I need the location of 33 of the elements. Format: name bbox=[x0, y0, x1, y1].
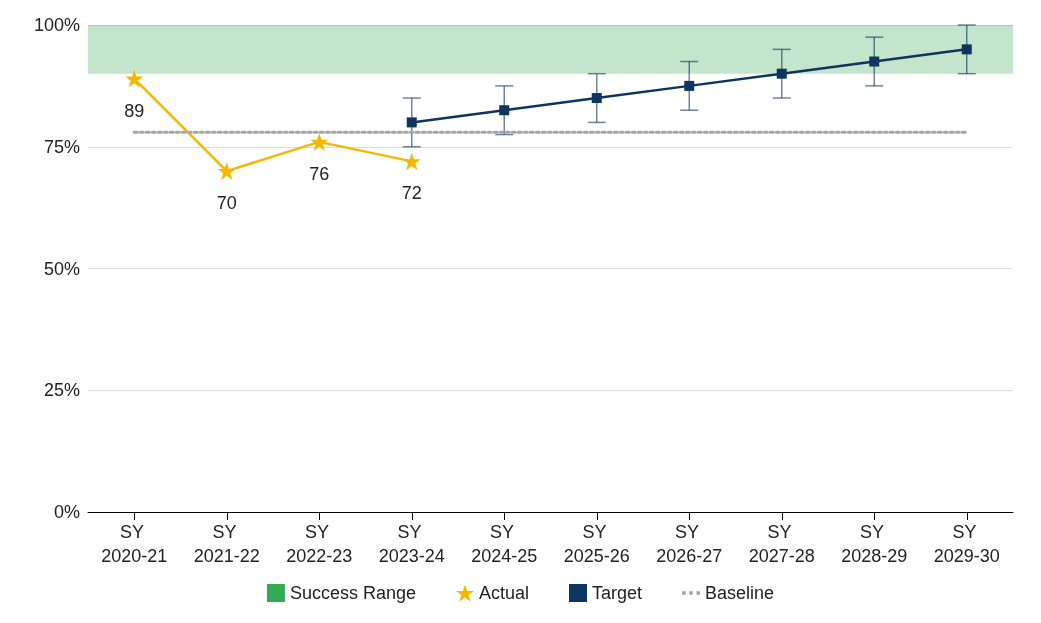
point bbox=[776, 68, 787, 79]
point bbox=[499, 105, 510, 116]
point bbox=[591, 93, 602, 104]
data-label: 76 bbox=[309, 163, 330, 184]
y-tick-label: 0% bbox=[53, 502, 80, 522]
x-tick-label: SY 2022-23 bbox=[286, 522, 353, 566]
y-tick-label: 50% bbox=[43, 258, 80, 279]
x-tick-label: SY 2026-27 bbox=[656, 522, 723, 566]
legend-label: Success Range bbox=[289, 583, 416, 603]
point bbox=[684, 80, 695, 91]
data-label: 89 bbox=[124, 100, 145, 121]
data-label: 70 bbox=[216, 193, 237, 214]
y-tick-label: 25% bbox=[43, 380, 80, 401]
x-tick-label: SY 2020-21 bbox=[101, 522, 168, 566]
x-tick-label: SY 2029-30 bbox=[933, 522, 1000, 566]
x-tick-label: SY 2023-24 bbox=[378, 522, 445, 566]
point bbox=[125, 69, 144, 88]
x-tick-label: SY 2024-25 bbox=[471, 522, 538, 566]
point bbox=[310, 132, 329, 151]
point bbox=[961, 44, 972, 55]
data-label: 72 bbox=[401, 183, 422, 204]
point bbox=[869, 56, 880, 67]
x-tick-label: SY 2025-26 bbox=[563, 522, 630, 566]
legend-label: Actual bbox=[478, 583, 530, 603]
x-tick-label: SY 2028-29 bbox=[841, 522, 908, 566]
legend-label: Target bbox=[592, 583, 643, 603]
y-tick-label: 100% bbox=[33, 15, 80, 35]
x-tick-label: SY 2021-22 bbox=[193, 522, 260, 566]
y-tick-label: 75% bbox=[43, 136, 80, 157]
point bbox=[217, 162, 236, 181]
point bbox=[406, 117, 417, 128]
x-tick-label: SY 2027-28 bbox=[748, 522, 815, 566]
legend-label: Baseline bbox=[705, 583, 775, 603]
